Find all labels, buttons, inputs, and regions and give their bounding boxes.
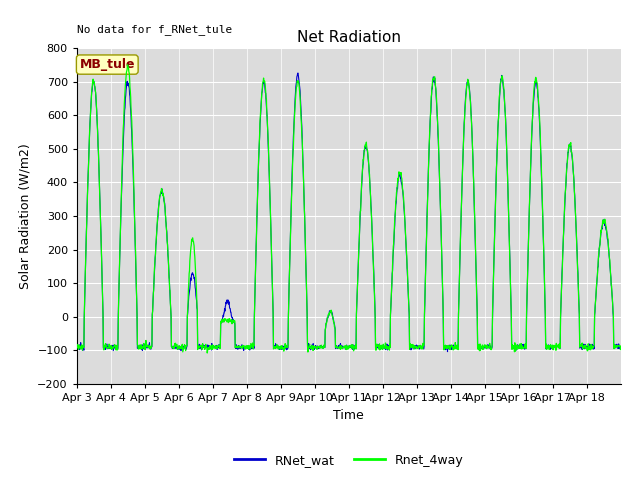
Line: RNet_wat: RNet_wat	[77, 73, 621, 352]
RNet_wat	[294, 70, 302, 76]
RNet_wat	[617, 346, 625, 352]
Legend: RNet_wat, Rnet_4way: RNet_wat, Rnet_4way	[229, 449, 468, 472]
Rnet_4way	[557, 289, 565, 295]
Text: MB_tule: MB_tule	[79, 58, 135, 71]
Rnet_4way	[335, 345, 343, 351]
RNet_wat	[335, 344, 342, 349]
Rnet_4way	[611, 342, 618, 348]
Rnet_4way	[124, 62, 131, 68]
Rnet_4way	[158, 187, 166, 193]
Rnet_4way	[73, 343, 81, 349]
Text: No data for f_RNet_tule: No data for f_RNet_tule	[77, 24, 232, 36]
RNet_wat	[324, 312, 332, 318]
Title: Net Radiation: Net Radiation	[297, 30, 401, 46]
RNet_wat	[158, 186, 166, 192]
RNet_wat	[73, 345, 81, 350]
RNet_wat	[444, 349, 451, 355]
Rnet_4way	[325, 311, 333, 317]
RNet_wat	[557, 292, 565, 298]
Rnet_4way	[617, 344, 625, 349]
Rnet_4way	[204, 350, 211, 356]
Rnet_4way	[477, 345, 485, 351]
Y-axis label: Solar Radiation (W/m2): Solar Radiation (W/m2)	[19, 143, 32, 289]
X-axis label: Time: Time	[333, 408, 364, 421]
RNet_wat	[611, 344, 618, 350]
RNet_wat	[477, 345, 485, 351]
Line: Rnet_4way: Rnet_4way	[77, 65, 621, 353]
